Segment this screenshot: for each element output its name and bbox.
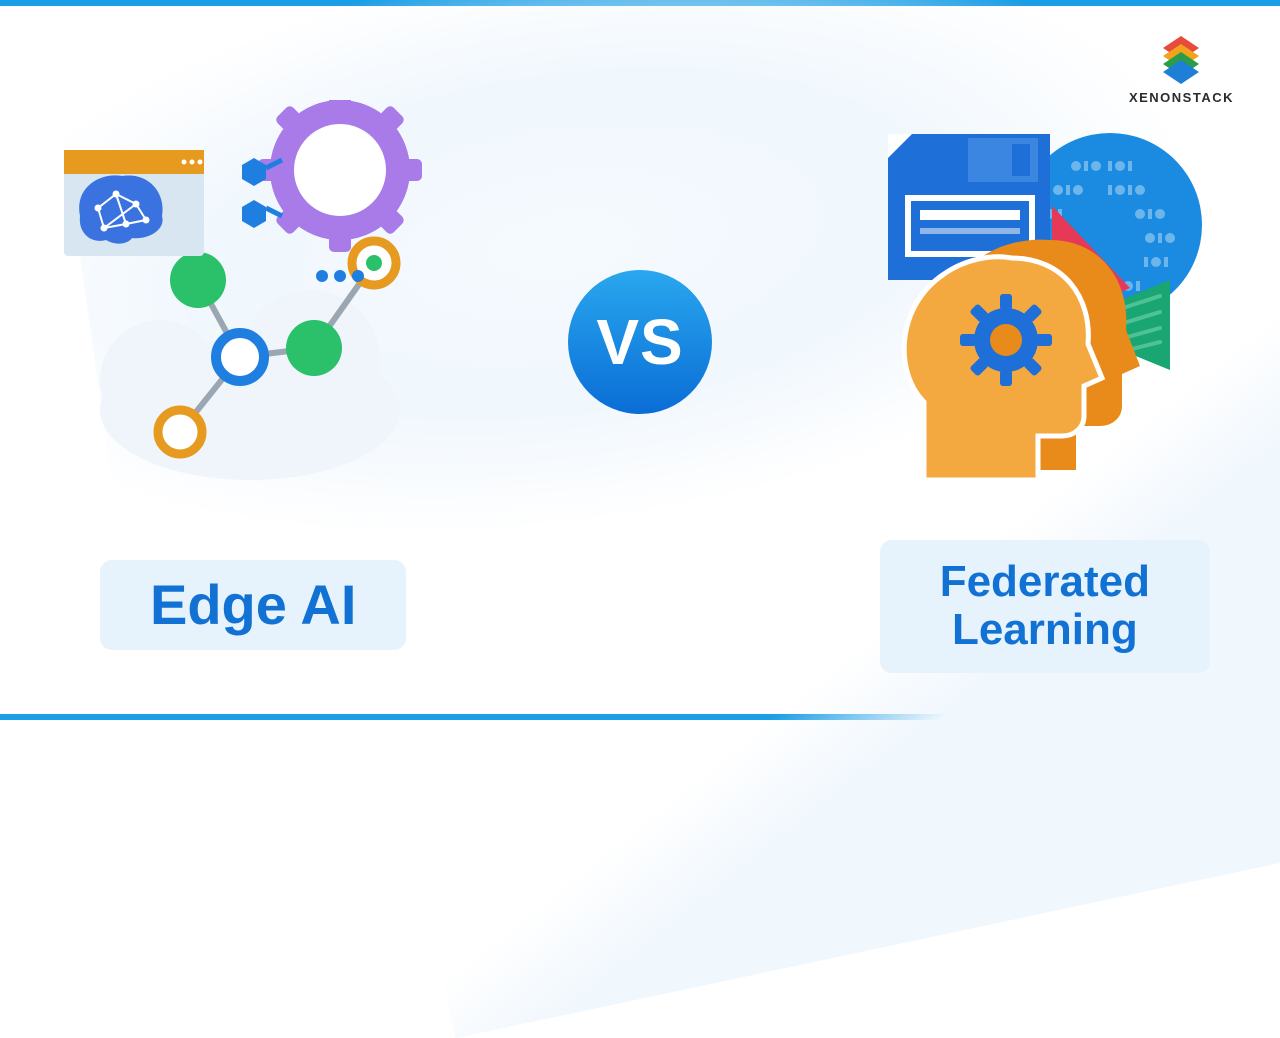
federated-learning-label: Federated Learning [880,540,1210,673]
vs-text: VS [596,305,683,379]
cloud-icon [100,290,400,480]
federated-learning-label-text: Federated Learning [940,558,1150,655]
edge-ai-illustration [50,100,490,500]
vs-badge: VS [568,270,712,414]
ai-window-icon [64,150,204,256]
head-silhouettes-icon [904,240,1140,480]
edge-ai-label-text: Edge AI [150,573,356,636]
ellipsis-dots [316,270,364,282]
gear-icon [258,100,422,252]
brand-name: XENONSTACK [1129,90,1234,105]
federated-learning-illustration [800,130,1220,490]
edge-ai-label: Edge AI [100,560,406,650]
main-stage: VS [0,0,1280,720]
xenonstack-logo-icon [1153,28,1209,84]
brand-logo-block: XENONSTACK [1129,28,1234,105]
